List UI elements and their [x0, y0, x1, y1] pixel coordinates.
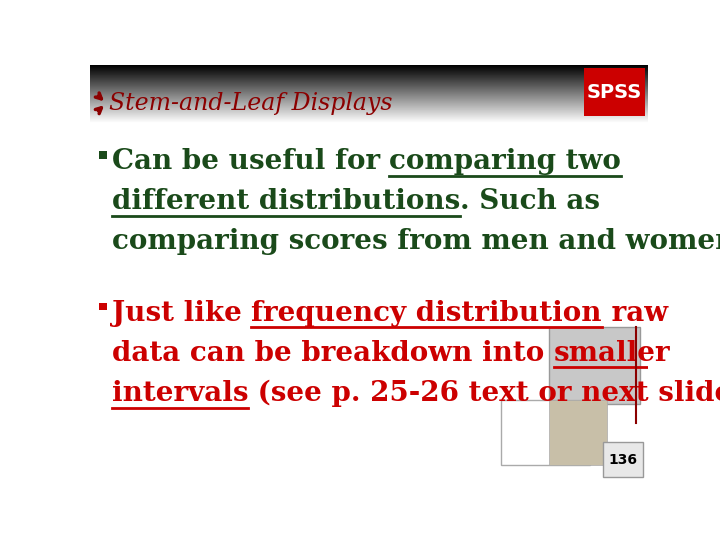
Text: 136: 136: [608, 453, 638, 467]
Bar: [99, 151, 107, 159]
Text: . Such as: . Such as: [460, 188, 600, 215]
Text: smaller: smaller: [554, 340, 670, 367]
Text: frequency distribution: frequency distribution: [251, 300, 602, 327]
Text: Can be useful for: Can be useful for: [112, 148, 390, 175]
Text: data can be breakdown into: data can be breakdown into: [112, 340, 554, 367]
Bar: [603, 442, 644, 477]
Text: comparing two: comparing two: [390, 148, 621, 175]
Text: (see p. 25-26 text or next slide).: (see p. 25-26 text or next slide).: [248, 380, 720, 407]
Text: Just like: Just like: [112, 300, 251, 327]
Text: SPSS: SPSS: [587, 83, 642, 102]
Bar: [99, 303, 107, 310]
Bar: [585, 68, 645, 116]
Text: intervals: intervals: [112, 380, 248, 407]
Text: different distributions: different distributions: [112, 188, 460, 215]
Text: Stem-and-Leaf Displays: Stem-and-Leaf Displays: [109, 92, 392, 115]
Bar: [549, 400, 607, 465]
Text: raw: raw: [602, 300, 668, 327]
Text: comparing scores from men and women.: comparing scores from men and women.: [112, 228, 720, 255]
Bar: [500, 400, 590, 465]
Bar: [549, 327, 640, 403]
